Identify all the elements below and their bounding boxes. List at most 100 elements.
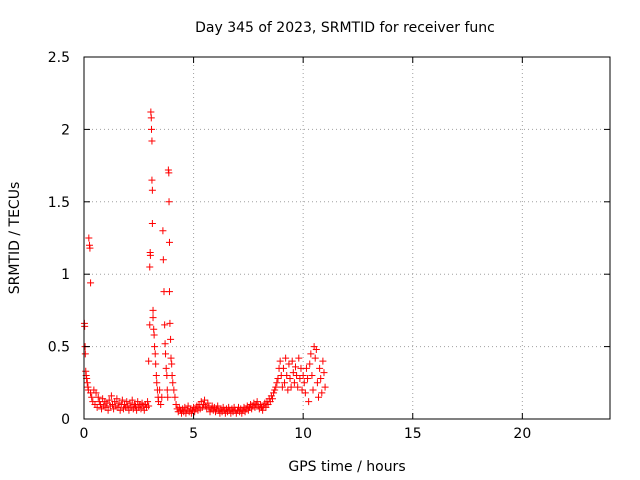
data-point: [123, 398, 131, 406]
plot-frame: [83, 56, 611, 420]
data-point: [157, 401, 165, 409]
data-point: [96, 401, 104, 409]
data-point: [270, 389, 278, 397]
data-point: [94, 393, 102, 401]
data-point: [167, 354, 175, 362]
data-point: [151, 343, 159, 351]
data-point: [272, 383, 280, 391]
data-point: [309, 386, 317, 394]
data-point: [313, 379, 321, 387]
data-point: [306, 360, 314, 368]
x-tick-label: 15: [404, 426, 422, 442]
data-point: [161, 321, 169, 329]
data-point: [145, 402, 153, 410]
data-point: [191, 408, 199, 416]
data-point: [149, 314, 157, 322]
data-point: [165, 169, 173, 177]
data-point: [161, 340, 169, 348]
data-point: [291, 363, 299, 371]
data-point: [153, 379, 161, 387]
gridlines: [84, 57, 610, 419]
data-point: [251, 403, 259, 411]
data-point: [87, 279, 95, 287]
data-point: [81, 322, 89, 330]
data-point: [128, 396, 136, 404]
data-point: [92, 389, 100, 397]
data-point: [149, 306, 157, 314]
data-point: [278, 383, 286, 391]
data-point: [302, 364, 310, 372]
data-point: [294, 383, 302, 391]
y-tick-label: 2.5: [48, 50, 70, 66]
data-point: [146, 251, 154, 259]
data-point: [156, 386, 164, 394]
data-point: [198, 403, 206, 411]
data-point: [145, 357, 153, 365]
data-point: [88, 393, 96, 401]
data-point: [172, 401, 180, 409]
data-point: [214, 402, 222, 410]
data-point: [107, 392, 115, 400]
data-point: [152, 360, 160, 368]
data-point: [299, 372, 307, 380]
y-tick-label: 1: [61, 267, 70, 283]
data-point: [148, 137, 156, 145]
data-point: [295, 354, 303, 362]
data-point: [301, 389, 309, 397]
data-point: [204, 399, 212, 407]
data-point: [296, 374, 304, 382]
data-point: [159, 256, 167, 264]
data-point: [308, 372, 316, 380]
data-point: [144, 398, 152, 406]
y-axis-label: SRMTID / TECUs: [7, 182, 23, 295]
data-point: [312, 345, 320, 353]
data-point: [290, 379, 298, 387]
data-point: [253, 398, 261, 406]
data-point: [152, 372, 160, 380]
data-point: [273, 379, 281, 387]
data-point: [148, 220, 156, 228]
data-point: [244, 406, 252, 414]
data-point: [284, 386, 292, 394]
data-point: [241, 408, 249, 416]
data-point: [81, 350, 89, 358]
data-point: [274, 374, 282, 382]
data-point: [212, 408, 219, 416]
data-point: [158, 393, 166, 401]
data-point: [319, 357, 327, 365]
y-tick-label: 0.5: [48, 340, 70, 356]
data-point: [85, 234, 93, 242]
data-point: [268, 395, 276, 403]
data-point: [93, 403, 101, 411]
data-point: [315, 393, 323, 401]
data-point: [298, 386, 306, 394]
data-point: [105, 396, 113, 404]
data-point: [276, 357, 284, 365]
data-point: [165, 198, 173, 206]
data-point: [148, 186, 156, 194]
data-point: [259, 406, 267, 414]
data-point: [171, 393, 179, 401]
data-point: [318, 389, 326, 397]
data-point: [286, 374, 294, 382]
data-point: [271, 386, 279, 394]
data-point: [311, 354, 319, 362]
x-tick-label: 0: [80, 426, 89, 442]
data-point: [151, 350, 159, 358]
data-point: [256, 401, 264, 409]
data-point: [321, 383, 329, 391]
data-point: [132, 402, 140, 410]
data-point: [293, 372, 301, 380]
data-point: [238, 409, 246, 417]
data-point: [166, 319, 174, 327]
y-tick-label: 2: [61, 122, 70, 138]
data-point: [113, 395, 121, 403]
data-point: [165, 238, 173, 246]
data-point: [307, 350, 315, 358]
data-point: [279, 364, 287, 372]
data-point: [288, 357, 296, 365]
data-point: [316, 364, 324, 372]
y-tick-label: 0: [61, 412, 70, 428]
data-point: [287, 383, 295, 391]
